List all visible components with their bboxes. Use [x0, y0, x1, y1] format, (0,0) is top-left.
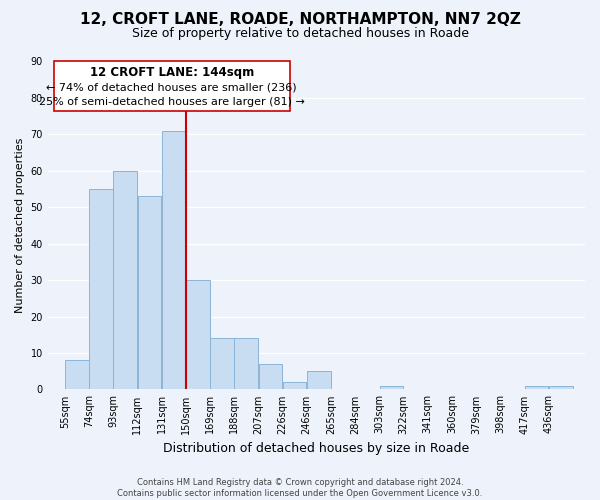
Text: Size of property relative to detached houses in Roade: Size of property relative to detached ho…: [131, 28, 469, 40]
Y-axis label: Number of detached properties: Number of detached properties: [15, 138, 25, 313]
Text: 25% of semi-detached houses are larger (81) →: 25% of semi-detached houses are larger (…: [39, 96, 305, 106]
X-axis label: Distribution of detached houses by size in Roade: Distribution of detached houses by size …: [163, 442, 470, 455]
Bar: [549, 386, 572, 390]
Text: 12, CROFT LANE, ROADE, NORTHAMPTON, NN7 2QZ: 12, CROFT LANE, ROADE, NORTHAMPTON, NN7 …: [80, 12, 520, 28]
Bar: [54, 62, 290, 110]
Bar: [162, 130, 185, 390]
Bar: [186, 280, 209, 390]
Bar: [137, 196, 161, 390]
Bar: [259, 364, 282, 390]
Bar: [113, 171, 137, 390]
Bar: [210, 338, 234, 390]
Bar: [65, 360, 89, 390]
Text: ← 74% of detached houses are smaller (236): ← 74% of detached houses are smaller (23…: [46, 82, 297, 92]
Bar: [525, 386, 548, 390]
Bar: [89, 189, 113, 390]
Bar: [235, 338, 258, 390]
Bar: [283, 382, 307, 390]
Text: Contains HM Land Registry data © Crown copyright and database right 2024.
Contai: Contains HM Land Registry data © Crown c…: [118, 478, 482, 498]
Bar: [380, 386, 403, 390]
Text: 12 CROFT LANE: 144sqm: 12 CROFT LANE: 144sqm: [89, 66, 254, 79]
Bar: [307, 371, 331, 390]
